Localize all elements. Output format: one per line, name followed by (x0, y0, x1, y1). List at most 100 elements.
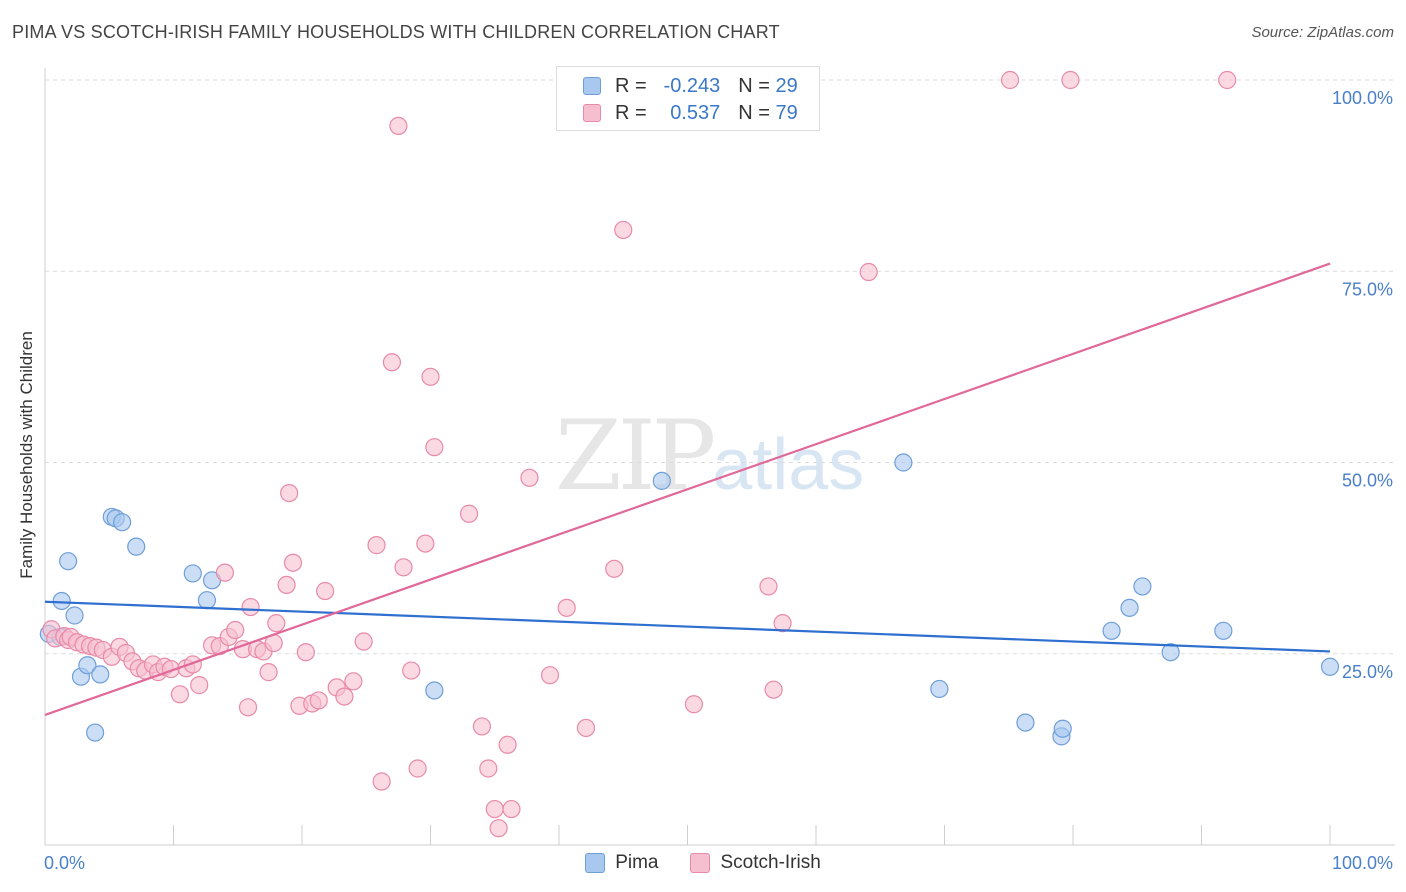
legend-item-pima[interactable]: Pima (585, 852, 658, 874)
scotch-irish-point (215, 563, 234, 582)
pima-point (197, 591, 217, 610)
scotch-irish-point (485, 799, 504, 819)
scotch-irish-point (372, 772, 391, 791)
scotch-irish-point (773, 614, 792, 633)
axes (44, 68, 1395, 846)
scotch-irish-point (170, 685, 190, 704)
legend-row-scotch-irish: R = 0.537 N = 79 (583, 100, 798, 126)
scotch-irish-point (382, 353, 402, 372)
scotch-irish-point (1061, 70, 1080, 90)
scotch-irish-point (354, 632, 373, 651)
scotch-irish-point (557, 598, 576, 617)
pima-point (894, 453, 913, 472)
pima-point (1214, 621, 1233, 640)
pima-point (112, 513, 132, 532)
pima-n-value: 29 (775, 74, 798, 97)
pima-point (1161, 643, 1180, 662)
scotch-irish-point (267, 614, 286, 633)
y-tick-label: 25.0% (1342, 662, 1393, 682)
scotch-irish-point (190, 676, 209, 695)
trend-lines (44, 262, 1331, 716)
scotch-irish-point (296, 643, 315, 662)
scotch-irish-point (394, 558, 413, 577)
scotch-irish-point (259, 663, 278, 682)
scotch-irish-point (280, 484, 299, 503)
scotch-irish-point (226, 620, 245, 640)
pima-point (52, 591, 71, 611)
scotch-irish-swatch (583, 104, 601, 122)
scotch-irish-point (1218, 70, 1237, 90)
scotch-irish-point (402, 661, 421, 680)
pima-point (1053, 719, 1072, 738)
scotch-irish-point (520, 468, 539, 487)
y-tick-label: 50.0% (1342, 471, 1393, 491)
pima-r-label: R = (615, 74, 653, 97)
scotch-irish-trend-line (44, 262, 1331, 716)
pima-point (1320, 657, 1340, 676)
scotch-irish-point (459, 504, 479, 523)
scotch-irish-point (344, 672, 363, 691)
tick-labels: 25.0% 50.0% 75.0% 100.0% 0.0% 100.0% (44, 88, 1393, 873)
pima-point (1120, 598, 1139, 617)
pima-point (652, 471, 671, 490)
pima-swatch (583, 77, 601, 95)
series-legend: Pima Scotch-Irish (0, 852, 1406, 874)
scotch-irish-point (283, 553, 303, 572)
scotch-irish-point (309, 691, 328, 710)
x-tick-label: 100.0% (1332, 853, 1393, 873)
pima-point (65, 606, 84, 625)
scotch-irish-point (416, 534, 435, 553)
scotch-irish-r-value: 0.537 (670, 101, 721, 124)
scotch-irish-point (479, 759, 498, 778)
y-tick-label: 100.0% (1332, 88, 1393, 108)
watermark: ZIPatlas (555, 400, 864, 512)
scotch-irish-point (277, 575, 296, 595)
scotch-irish-point (614, 220, 633, 240)
legend-item-scotch-irish[interactable]: Scotch-Irish (690, 852, 821, 874)
scotch-irish-point (502, 799, 521, 819)
scotch-irish-n-value: 79 (775, 101, 798, 124)
pima-point (425, 681, 444, 700)
legend-row-pima: R = -0.243 N = 29 (583, 73, 798, 99)
scotch-irish-point (238, 698, 258, 717)
pima-point (78, 656, 97, 675)
scotch-irish-point (576, 718, 596, 738)
scotch-irish-point (489, 819, 508, 838)
pima-point (930, 679, 949, 699)
scotch-irish-point (425, 438, 444, 457)
scotch-irish-point (183, 655, 202, 674)
scotch-irish-point (540, 666, 560, 685)
pima-point (1102, 621, 1121, 640)
scotch-irish-point (764, 680, 783, 699)
scotch-irish-point (605, 559, 624, 578)
correlation-legend: R = -0.243 N = 29 R = 0.537 N = 79 (556, 66, 820, 131)
gridlines (45, 79, 1395, 655)
pima-trend-line (44, 600, 1331, 653)
scotch-irish-point (1000, 70, 1020, 90)
x-tick-label: 0.0% (44, 853, 85, 873)
scotch-irish-point (859, 262, 878, 282)
watermark-zip: ZIP (555, 400, 716, 512)
scotch-irish-points (42, 70, 1237, 838)
pima-legend-label: Pima (615, 852, 659, 873)
scotch-irish-point (241, 597, 260, 617)
chart-title: PIMA VS SCOTCH-IRISH FAMILY HOUSEHOLDS W… (12, 22, 780, 42)
pima-point (86, 723, 105, 742)
watermark-atlas: atlas (712, 425, 865, 505)
scotch-irish-point (316, 581, 335, 601)
scotch-irish-r-label: R = (615, 101, 653, 124)
pima-point (91, 665, 110, 684)
scotch-irish-legend-swatch (690, 853, 711, 873)
pima-point (127, 537, 146, 556)
scotch-irish-point (389, 116, 408, 136)
scotch-irish-point (408, 759, 427, 778)
pima-r-value: -0.243 (663, 74, 721, 97)
scotch-irish-point (421, 367, 440, 386)
y-tick-label: 75.0% (1342, 279, 1393, 299)
scotch-irish-point (498, 735, 517, 754)
scotch-irish-point (684, 695, 704, 714)
source-credit: Source: ZipAtlas.com (1251, 24, 1394, 41)
scotch-irish-point (335, 687, 354, 706)
pima-point (1016, 713, 1035, 732)
